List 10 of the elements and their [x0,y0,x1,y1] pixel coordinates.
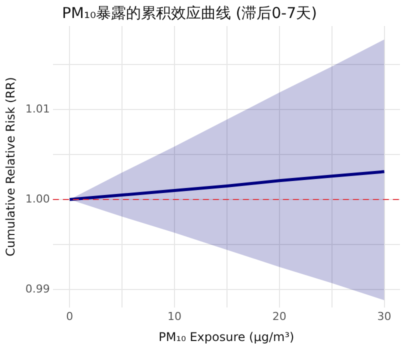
x-tick-label: 10 [168,310,182,323]
y-tick-label: 0.99 [25,282,50,296]
y-tick-label: 1.00 [25,192,50,206]
x-tick-label: 0 [66,310,74,323]
x-tick-label: 30 [377,310,392,323]
y-axis-title: Cumulative Relative Risk (RR) [3,77,18,256]
x-axis-title: PM₁₀ Exposure (μg/m³) [158,330,294,344]
y-tick-label: 1.01 [25,102,50,116]
x-tick-label: 20 [272,310,286,323]
chart-title: PM₁₀暴露的累积效应曲线 (滞后0-7天) [62,4,317,23]
